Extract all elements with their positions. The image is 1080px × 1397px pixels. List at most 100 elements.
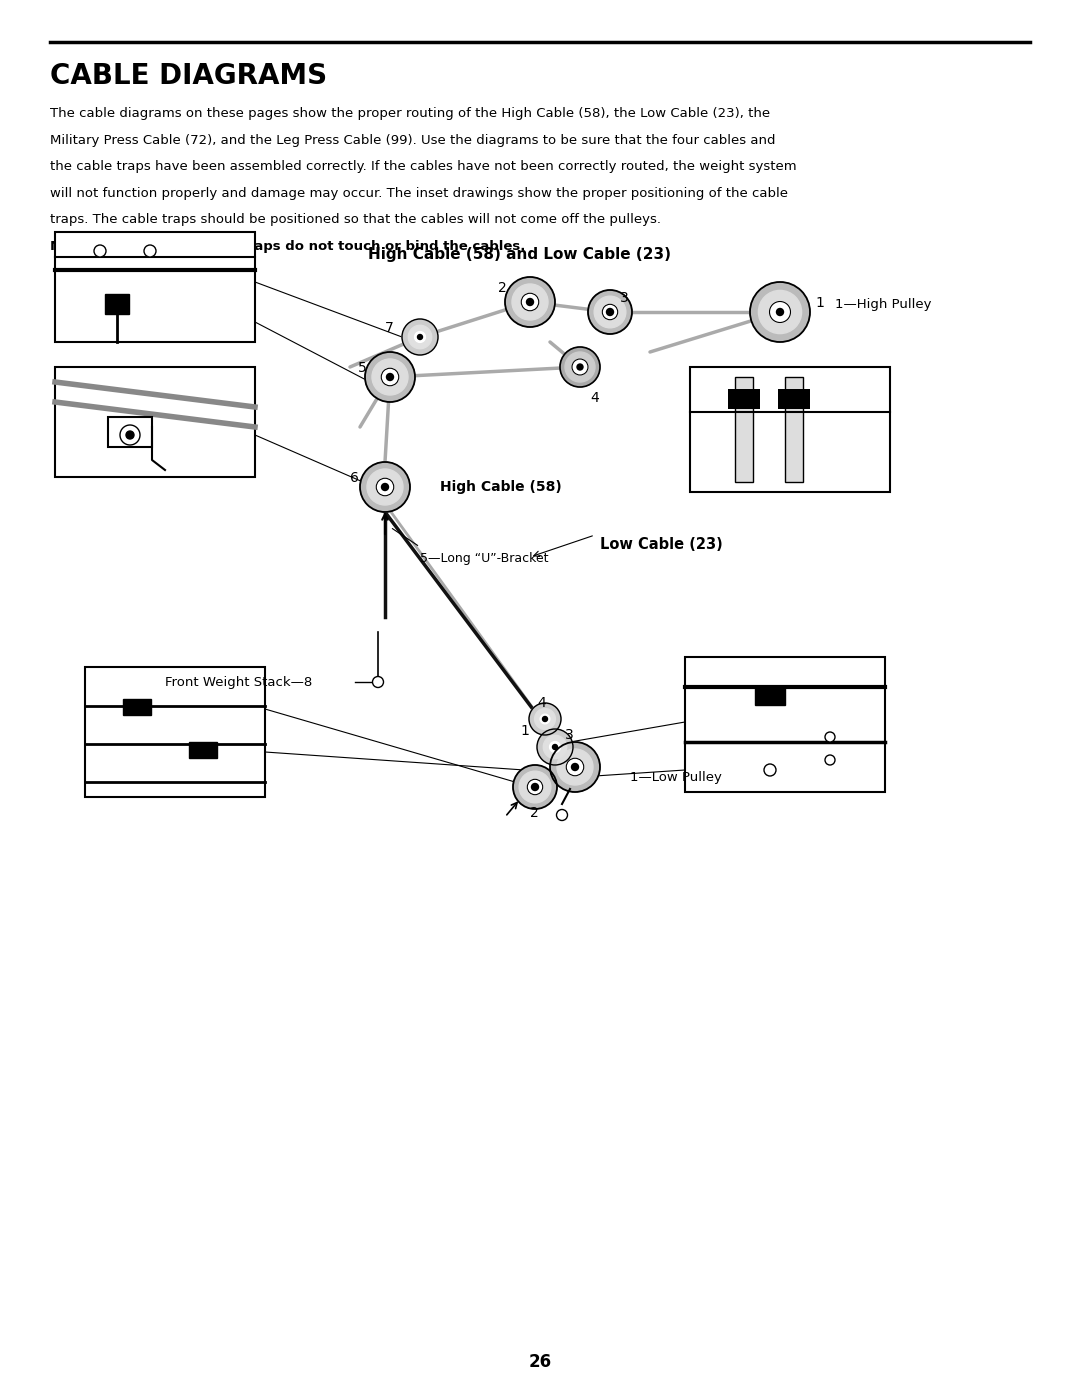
Circle shape xyxy=(561,346,600,387)
Text: 4: 4 xyxy=(537,696,545,710)
Text: 2: 2 xyxy=(530,806,539,820)
Text: 26: 26 xyxy=(528,1354,552,1370)
Text: 5—Long “U”-Bracket: 5—Long “U”-Bracket xyxy=(420,552,549,564)
Bar xyxy=(105,293,129,314)
Circle shape xyxy=(114,687,159,731)
Circle shape xyxy=(373,676,383,687)
Bar xyxy=(55,232,255,342)
Text: Low Cable (23): Low Cable (23) xyxy=(600,536,723,552)
Circle shape xyxy=(543,735,567,759)
Bar xyxy=(728,388,760,409)
Circle shape xyxy=(418,334,422,339)
Text: will not function properly and damage may occur. The inset drawings show the pro: will not function properly and damage ma… xyxy=(50,187,788,200)
Circle shape xyxy=(365,352,415,402)
Circle shape xyxy=(607,309,613,316)
Text: 1: 1 xyxy=(519,724,529,738)
Circle shape xyxy=(825,732,835,742)
Circle shape xyxy=(767,718,773,725)
Circle shape xyxy=(408,326,432,349)
Circle shape xyxy=(201,750,205,754)
Circle shape xyxy=(557,749,593,785)
Circle shape xyxy=(527,780,543,795)
Circle shape xyxy=(760,712,780,732)
Text: 3: 3 xyxy=(620,291,629,305)
Bar xyxy=(85,666,265,798)
Circle shape xyxy=(764,764,777,775)
Circle shape xyxy=(114,302,120,306)
Circle shape xyxy=(519,771,551,803)
Circle shape xyxy=(750,282,810,342)
Circle shape xyxy=(566,759,584,775)
Circle shape xyxy=(522,293,539,310)
Circle shape xyxy=(550,742,600,792)
Circle shape xyxy=(553,745,557,750)
Text: 4: 4 xyxy=(590,391,598,405)
Text: High Cable (58) and Low Cable (23): High Cable (58) and Low Cable (23) xyxy=(368,247,672,263)
Circle shape xyxy=(542,717,548,721)
Circle shape xyxy=(537,729,573,766)
Circle shape xyxy=(758,291,801,334)
Text: Make sure that the cable traps do not touch or bind the cables.: Make sure that the cable traps do not to… xyxy=(50,239,525,253)
Circle shape xyxy=(571,764,579,771)
Text: the cable traps have been assembled correctly. If the cables have not been corre: the cable traps have been assembled corr… xyxy=(50,161,797,173)
Circle shape xyxy=(540,714,550,724)
Circle shape xyxy=(123,694,151,724)
Circle shape xyxy=(527,299,534,306)
Bar xyxy=(690,367,890,492)
Text: traps. The cable traps should be positioned so that the cables will not come off: traps. The cable traps should be positio… xyxy=(50,212,665,226)
Circle shape xyxy=(512,284,548,320)
Circle shape xyxy=(381,369,399,386)
Circle shape xyxy=(764,764,777,775)
Circle shape xyxy=(769,302,791,323)
Circle shape xyxy=(103,289,132,319)
Bar xyxy=(55,367,255,476)
Text: 5: 5 xyxy=(357,360,367,374)
Bar xyxy=(108,416,152,447)
Bar xyxy=(685,657,885,792)
Circle shape xyxy=(110,298,123,310)
Circle shape xyxy=(742,694,798,750)
Text: High Cable (58): High Cable (58) xyxy=(440,481,562,495)
Circle shape xyxy=(415,331,426,342)
Circle shape xyxy=(750,701,791,742)
Text: 1—High Pulley: 1—High Pulley xyxy=(835,298,931,310)
Bar xyxy=(189,742,217,759)
Bar xyxy=(735,377,753,482)
Circle shape xyxy=(529,703,561,735)
Circle shape xyxy=(577,365,583,370)
Circle shape xyxy=(131,703,144,715)
Circle shape xyxy=(777,309,783,316)
Text: CABLE DIAGRAMS: CABLE DIAGRAMS xyxy=(50,61,327,89)
Circle shape xyxy=(367,469,403,504)
Circle shape xyxy=(535,708,555,729)
Circle shape xyxy=(565,352,595,381)
Text: 1—Low Pulley: 1—Low Pulley xyxy=(630,771,721,784)
Circle shape xyxy=(572,359,588,374)
Circle shape xyxy=(387,373,393,380)
Circle shape xyxy=(768,767,772,773)
Bar xyxy=(778,388,810,409)
Text: Front Weight Stack—8: Front Weight Stack—8 xyxy=(165,676,312,689)
Bar xyxy=(123,698,151,715)
Circle shape xyxy=(513,766,557,809)
Circle shape xyxy=(189,738,217,767)
Circle shape xyxy=(603,305,618,320)
Circle shape xyxy=(360,462,410,511)
Circle shape xyxy=(402,319,438,355)
Circle shape xyxy=(144,244,156,257)
Circle shape xyxy=(135,707,139,711)
Circle shape xyxy=(181,731,225,774)
Circle shape xyxy=(505,277,555,327)
Text: 3: 3 xyxy=(565,728,573,742)
Circle shape xyxy=(120,425,140,446)
Circle shape xyxy=(556,809,567,820)
Circle shape xyxy=(197,746,210,759)
Circle shape xyxy=(588,291,632,334)
Circle shape xyxy=(126,432,134,439)
Circle shape xyxy=(95,282,139,326)
Bar xyxy=(755,687,785,705)
Text: 6: 6 xyxy=(350,471,359,485)
Text: 2: 2 xyxy=(498,281,507,295)
Circle shape xyxy=(94,244,106,257)
Text: Military Press Cable (72), and the Leg Press Cable (99). Use the diagrams to be : Military Press Cable (72), and the Leg P… xyxy=(50,134,775,147)
